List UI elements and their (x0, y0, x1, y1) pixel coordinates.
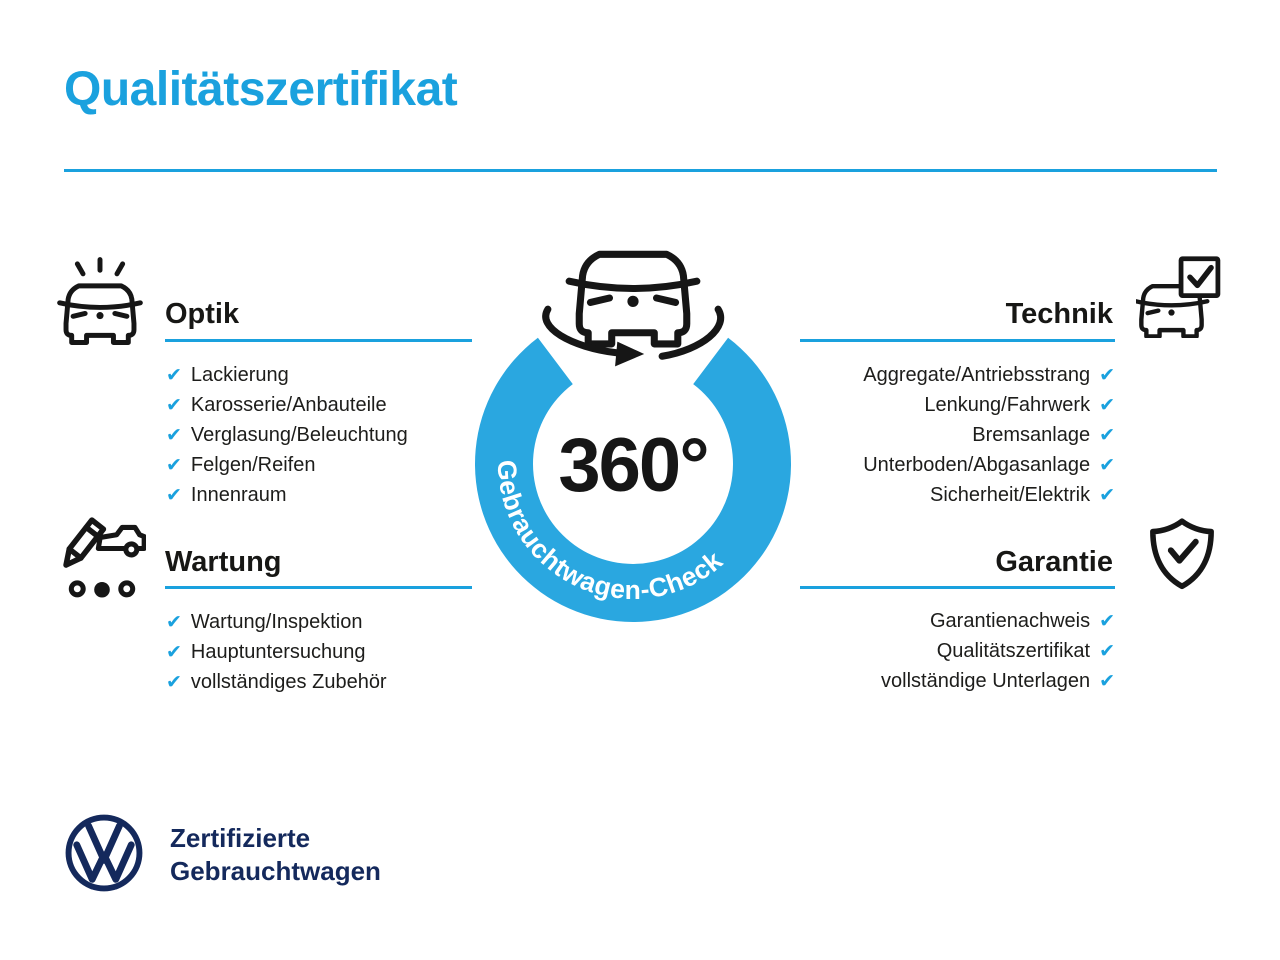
checklist-item-label: Lackierung (190, 363, 289, 386)
section-rule-garantie (800, 586, 1115, 589)
checklist-item-label: vollständiges Zubehör (190, 670, 387, 693)
section-rule-wartung (165, 586, 472, 589)
checklist-item: Unterboden/Abgasanlage ✔ (685, 450, 1115, 480)
checklist-item-label: Wartung/Inspektion (190, 610, 363, 633)
checklist-item-label: Qualitätszertifikat (936, 639, 1091, 662)
page-title: Qualitätszertifikat (64, 63, 458, 116)
checklist-item-label: Felgen/Reifen (190, 453, 316, 476)
checklist-item-label: Hauptuntersuchung (190, 640, 366, 663)
checklist-item: ✔ Verglasung/Beleuchtung (166, 420, 408, 450)
center-badge: Gebrauchtwagen-Check 360° (475, 250, 791, 622)
checklist-item: ✔ Karosserie/Anbauteile (166, 390, 408, 420)
section-title-technik: Technik (1005, 298, 1113, 330)
check-icon: ✔ (1099, 423, 1115, 446)
title-rule (64, 169, 1217, 172)
checklist-item-label: Aggregate/Antriebsstrang (863, 363, 1091, 386)
checklist-item: ✔ Lackierung (166, 360, 408, 390)
checklist-item-label: Lenkung/Fahrwerk (924, 393, 1091, 416)
checklist-item-label: Unterboden/Abgasanlage (863, 453, 1091, 476)
check-icon: ✔ (1099, 393, 1115, 416)
degree-label: 360° (558, 423, 707, 508)
check-icon: ✔ (1099, 609, 1115, 632)
checklist-item: Lenkung/Fahrwerk ✔ (685, 390, 1115, 420)
checklist-item: vollständige Unterlagen ✔ (685, 666, 1115, 696)
check-icon: ✔ (166, 610, 182, 633)
brand-text-line2: Gebrauchtwagen (170, 856, 381, 886)
brand-text-line1: Zertifizierte (170, 823, 311, 853)
vw-logo (65, 814, 143, 892)
check-icon: ✔ (166, 670, 182, 693)
shield-check-icon (1150, 518, 1214, 590)
checklist-item: Sicherheit/Elektrik ✔ (685, 480, 1115, 510)
checklist-item: ✔ Wartung/Inspektion (166, 607, 387, 637)
section-rule-technik (800, 339, 1115, 342)
checklist-optik: ✔ Lackierung ✔ Karosserie/Anbauteile ✔ Verg… (166, 360, 408, 510)
checklist-item-label: Sicherheit/Elektrik (930, 483, 1091, 506)
section-rule-optik (165, 339, 472, 342)
section-title-optik: Optik (165, 298, 240, 330)
checklist-garantie: Garantienachweis ✔ Qualitätszertifikat ✔ v… (685, 606, 1115, 696)
checklist-item: Bremsanlage ✔ (685, 420, 1115, 450)
check-icon: ✔ (166, 453, 182, 476)
brand-text: Zertifizierte Gebrauchtwagen (170, 822, 381, 888)
check-icon: ✔ (1099, 639, 1115, 662)
checklist-item-label: Bremsanlage (972, 423, 1091, 446)
check-icon: ✔ (166, 393, 182, 416)
checklist-item: ✔ Felgen/Reifen (166, 450, 408, 480)
checklist-item: Aggregate/Antriebsstrang ✔ (685, 360, 1115, 390)
checklist-item-label: Verglasung/Beleuchtung (190, 423, 408, 446)
section-title-garantie: Garantie (995, 546, 1113, 578)
check-icon: ✔ (166, 483, 182, 506)
check-icon: ✔ (166, 640, 182, 663)
checklist-wartung: ✔ Wartung/Inspektion ✔ Hauptuntersuchung ✔… (166, 607, 387, 697)
checklist-item: ✔ Innenraum (166, 480, 408, 510)
car-checkbox-icon (1136, 256, 1221, 338)
checklist-item-label: Karosserie/Anbauteile (190, 393, 387, 416)
check-icon: ✔ (1099, 363, 1115, 386)
car-rotate-icon (542, 250, 724, 367)
car-shine-icon (57, 257, 143, 345)
check-icon: ✔ (1099, 453, 1115, 476)
checklist-item-label: Garantienachweis (929, 609, 1091, 632)
check-icon: ✔ (1099, 483, 1115, 506)
checklist-item: Garantienachweis ✔ (685, 606, 1115, 636)
checklist-item: ✔ Hauptuntersuchung (166, 637, 387, 667)
check-icon: ✔ (166, 423, 182, 446)
checklist-item: Qualitätszertifikat ✔ (685, 636, 1115, 666)
service-checklist-icon (63, 517, 146, 598)
checklist-item: ✔ vollständiges Zubehör (166, 667, 387, 697)
check-icon: ✔ (166, 363, 182, 386)
check-icon: ✔ (1099, 669, 1115, 692)
checklist-item-label: Innenraum (190, 483, 287, 506)
checklist-technik: Aggregate/Antriebsstrang ✔ Lenkung/Fahrwe… (685, 360, 1115, 510)
ring-arc (475, 337, 791, 622)
checklist-item-label: vollständige Unterlagen (881, 669, 1091, 692)
section-title-wartung: Wartung (165, 546, 282, 578)
